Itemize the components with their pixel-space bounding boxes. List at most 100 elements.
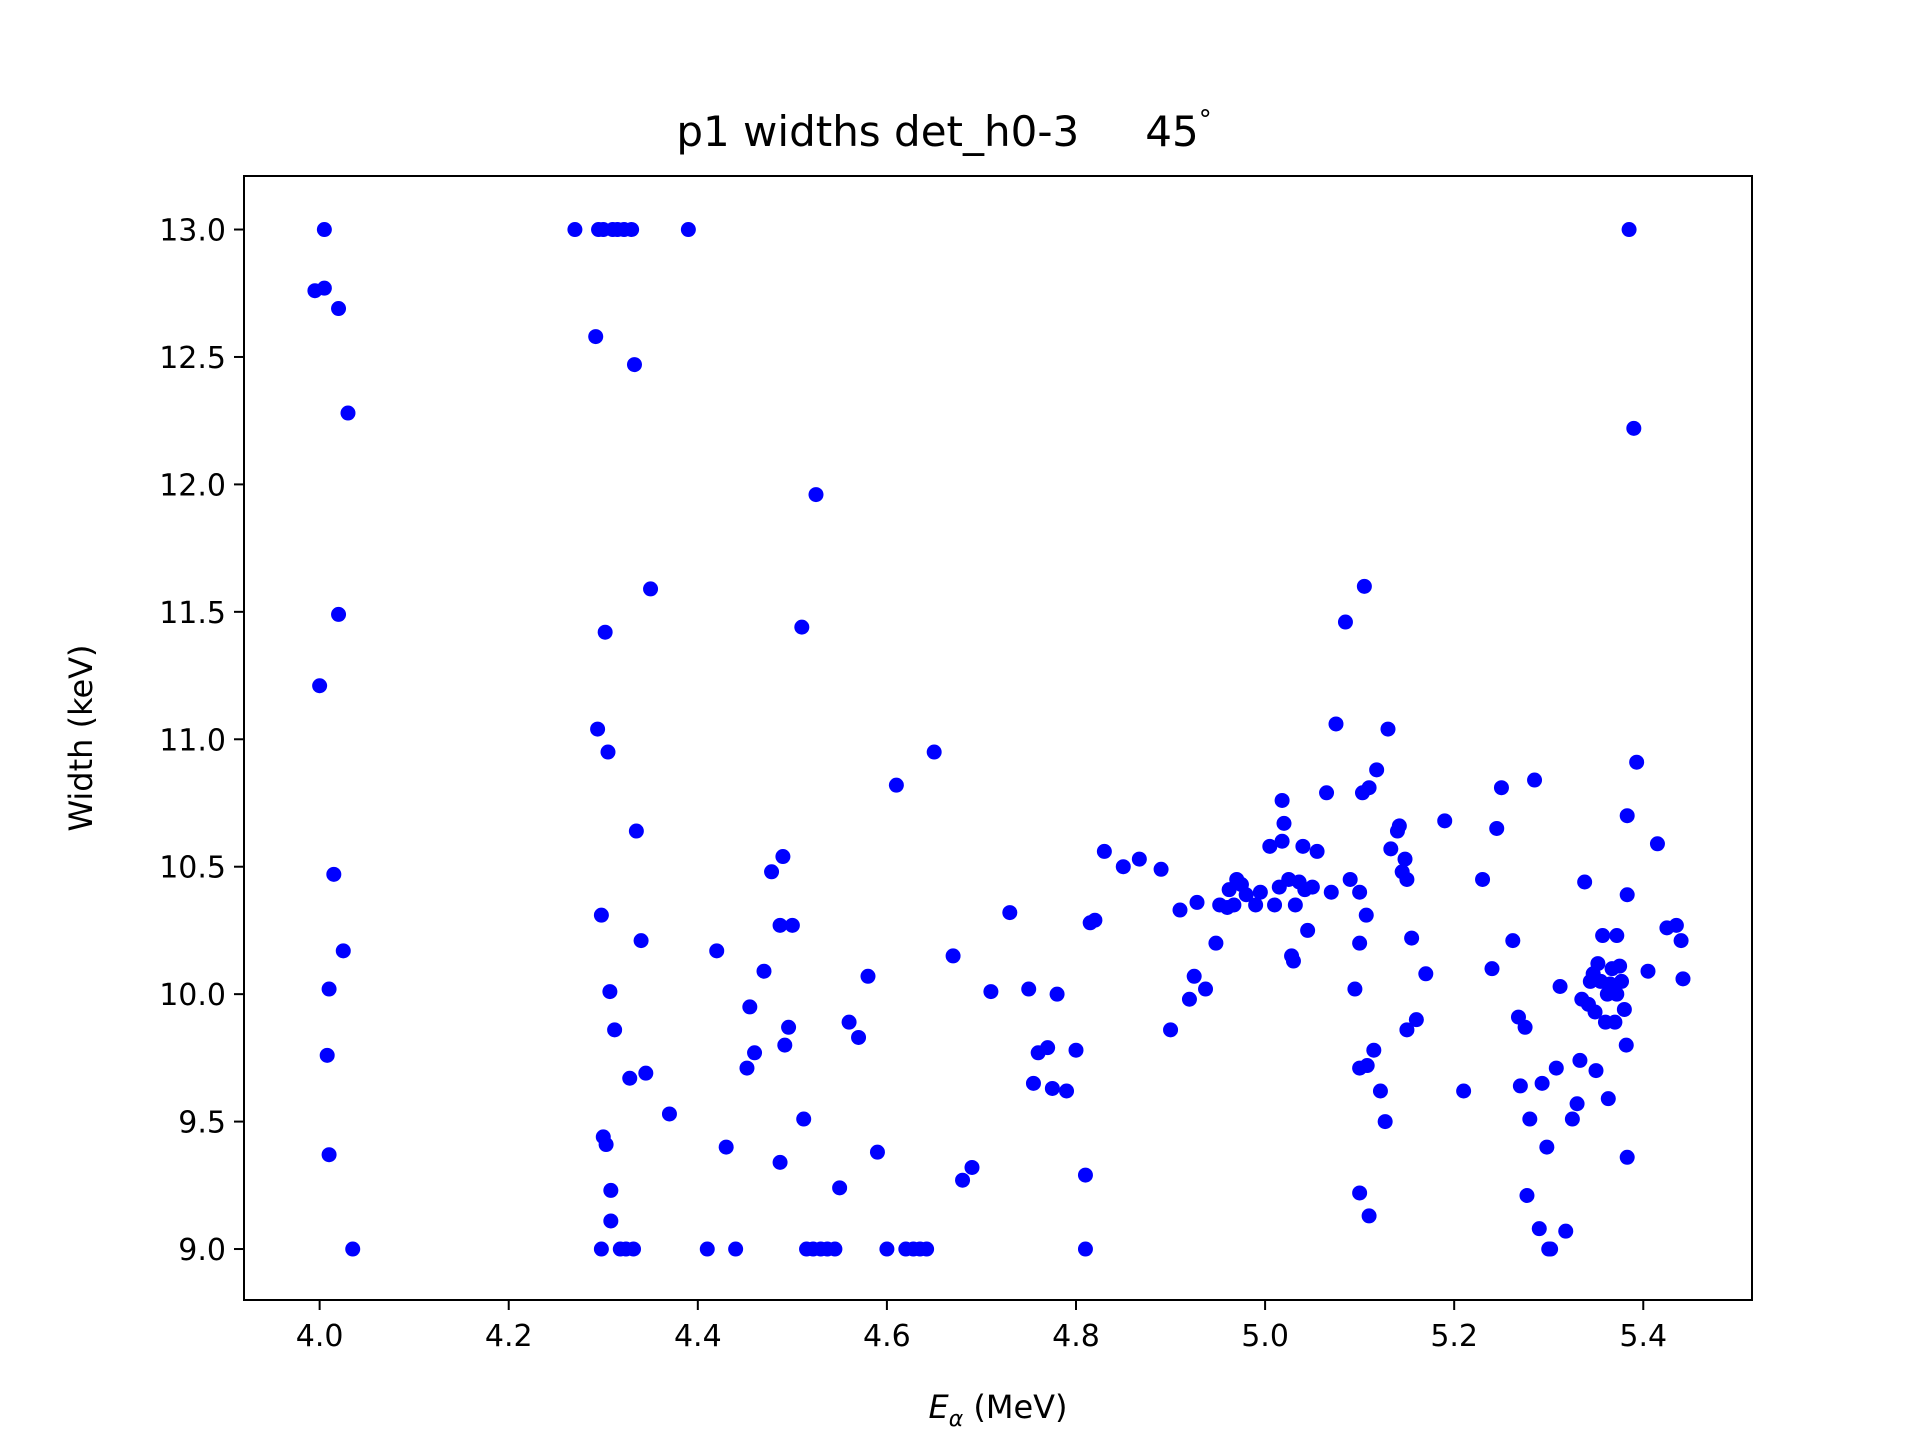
data-point [777,1037,793,1053]
data-point [321,1147,337,1163]
data-point [1295,838,1311,854]
data-point [1002,905,1018,921]
data-point [1186,968,1202,984]
data-point [1328,716,1344,732]
data-point [1319,785,1335,801]
data-point [1391,818,1407,834]
data-point [1588,1063,1604,1079]
data-point [602,984,618,1000]
data-point [1366,1042,1382,1058]
data-point [331,301,347,317]
data-point [1337,614,1353,630]
data-point [1609,986,1625,1002]
data-point [1021,981,1037,997]
data-point [316,222,332,238]
data-point [1640,963,1656,979]
data-point [1077,1167,1093,1183]
data-point [1361,780,1377,796]
data-point [1252,884,1268,900]
data-point [331,606,347,622]
data-point [756,963,772,979]
data-point [772,917,788,933]
x-tick-label: 4.4 [674,1319,722,1354]
data-point [1262,838,1278,854]
data-point [1552,979,1568,995]
data-point [340,405,356,421]
data-point [888,777,904,793]
y-tick-label: 9.0 [178,1233,226,1268]
data-point [680,222,696,238]
data-point [1564,1111,1580,1127]
data-point [622,1070,638,1086]
y-axis-label: Width (keV) [62,644,100,831]
data-point [1519,1188,1535,1204]
data-point [1399,1022,1415,1038]
data-point [1304,879,1320,895]
x-tick-label: 4.6 [863,1319,911,1354]
data-point [1276,815,1292,831]
data-point [1208,935,1224,951]
data-point [1626,420,1642,436]
data-point [321,981,337,997]
data-point [1673,933,1689,949]
data-point [1475,871,1491,887]
data-point [1595,928,1611,944]
data-point [607,1022,623,1038]
data-point [603,1213,619,1229]
data-point [345,1241,361,1257]
y-tick-label: 11.5 [159,596,226,631]
data-point [1616,1001,1632,1017]
data-point [1587,1004,1603,1020]
data-point [638,1065,654,1081]
data-point [945,948,961,964]
y-tick-label: 10.0 [159,978,226,1013]
data-point [1522,1111,1538,1127]
data-point [718,1139,734,1155]
data-point [1059,1083,1075,1099]
data-point [699,1241,715,1257]
axis-ticks: 4.0 4.2 4.4 4.6 4.8 5.0 5.2 5.4 9.0 9.5 10.0 10.5 11… [159,214,1667,1354]
data-point [1600,1091,1616,1107]
data-point [1352,1185,1368,1201]
data-point [1543,1241,1559,1257]
data-point [919,1241,935,1257]
data-point [1437,813,1453,829]
data-point [1380,721,1396,737]
x-tick-label: 4.0 [296,1319,344,1354]
data-point [1517,1019,1533,1035]
data-point [1629,754,1645,770]
data-point [1352,935,1368,951]
data-point [1612,958,1628,974]
data-point [1347,981,1363,997]
chart-title-degree: ° [1199,105,1212,135]
data-point [1569,1096,1585,1112]
data-point [312,678,328,694]
data-point [1248,897,1264,913]
data-point [1372,1083,1388,1099]
data-point [1153,861,1169,877]
data-point [1300,922,1316,938]
data-point [1087,912,1103,928]
data-point [742,999,758,1015]
data-point [1274,792,1290,808]
data-point [661,1106,677,1122]
data-point [1590,956,1606,972]
data-point [628,823,644,839]
data-point [1285,953,1301,969]
data-point [590,721,606,737]
data-point [1418,966,1434,982]
data-point [728,1241,744,1257]
data-point [1274,833,1290,849]
data-point [1358,907,1374,923]
data-point [1531,1221,1547,1237]
x-axis-label-symbol: E [928,1388,949,1426]
data-point [1489,820,1505,836]
data-point [1226,897,1242,913]
data-point [1044,1080,1060,1096]
data-point [1493,780,1509,796]
data-point [593,907,609,923]
data-point [1505,933,1521,949]
data-point [1675,971,1691,987]
data-point [772,1154,788,1170]
